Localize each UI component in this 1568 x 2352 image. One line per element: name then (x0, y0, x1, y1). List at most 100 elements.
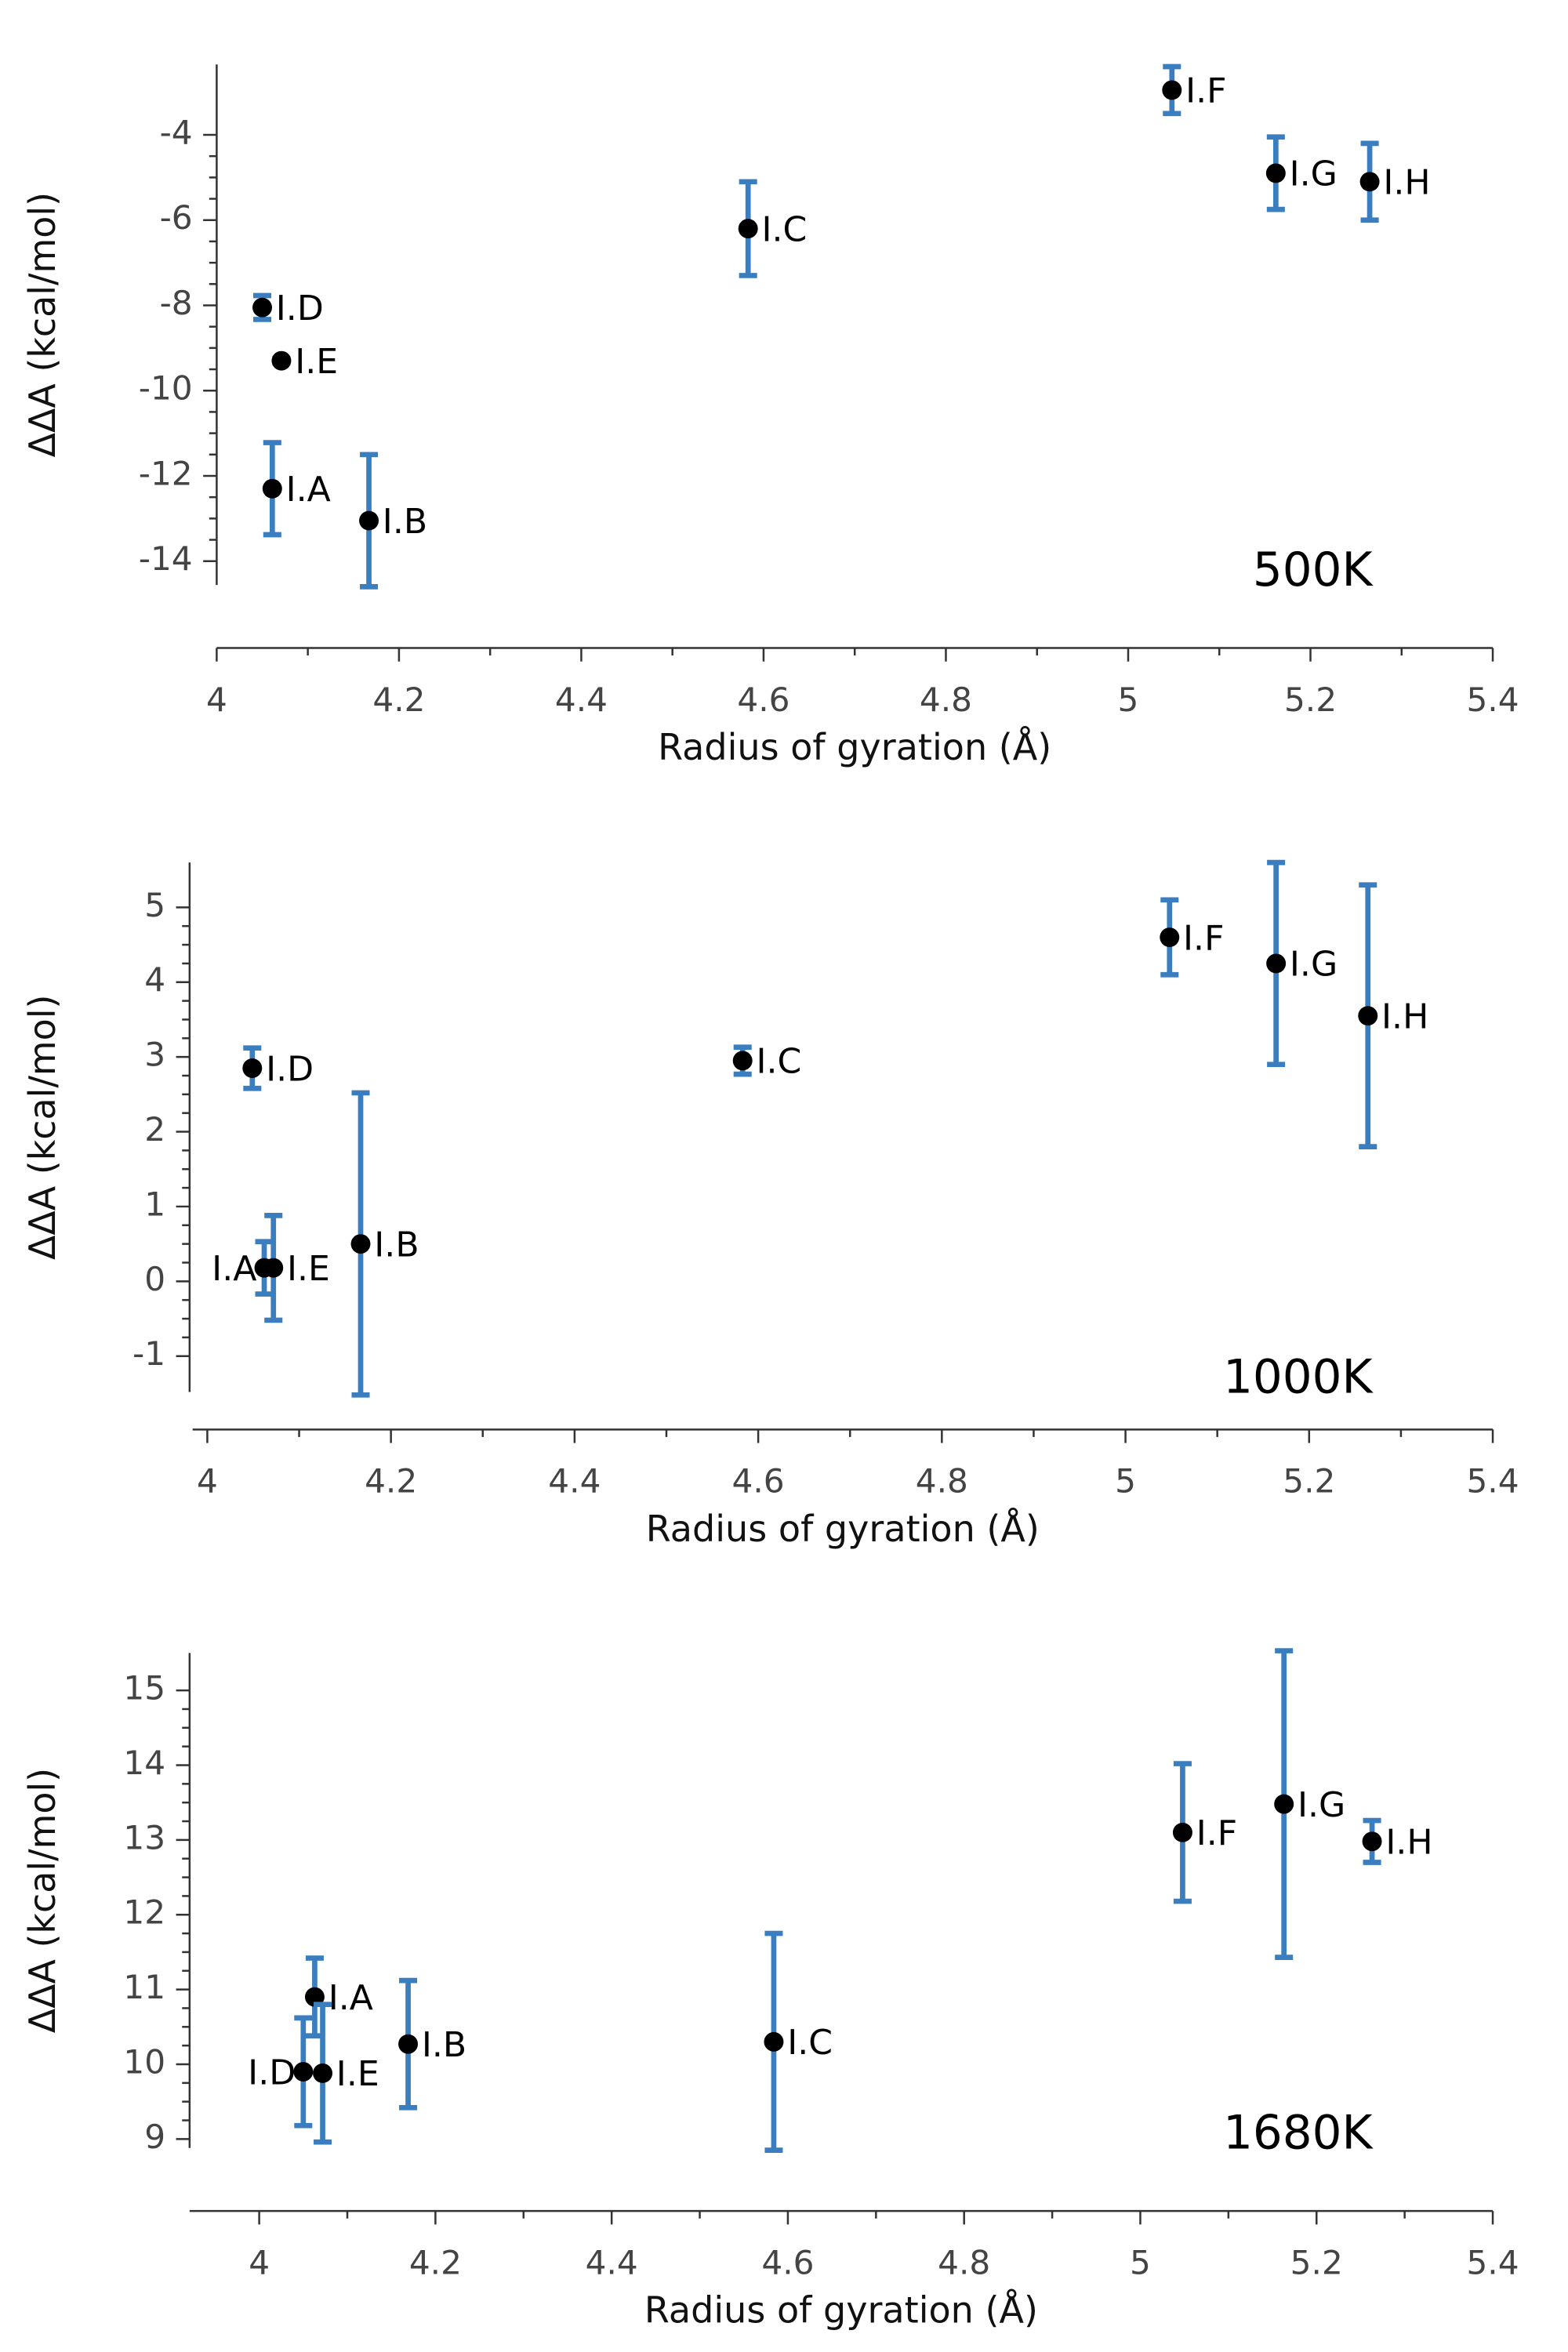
annotation: 500K (1253, 543, 1374, 597)
annotation: 1680K (1223, 2107, 1374, 2161)
point-label: I.F (1196, 1813, 1237, 1853)
point (252, 297, 272, 318)
point-label: I.C (787, 2023, 833, 2063)
point (313, 2063, 333, 2083)
point-label: I.G (1298, 1785, 1345, 1825)
x-tick-label: 4.4 (555, 681, 608, 719)
x-tick-label: 5.4 (1466, 681, 1519, 719)
point-label: I.B (383, 502, 427, 542)
point (1274, 1794, 1294, 1814)
point-label: I.F (1185, 71, 1226, 111)
x-tick-label: 4 (197, 1462, 218, 1501)
point-label: I.C (756, 1042, 801, 1082)
point (1160, 927, 1180, 947)
x-axis-label: Radius of gyration (Å) (644, 2289, 1038, 2332)
point-label: I.C (761, 209, 807, 249)
y-tick-label: 13 (123, 1818, 165, 1857)
point (732, 1051, 753, 1071)
point-label: I.A (212, 1249, 256, 1289)
point-label: I.F (1183, 918, 1224, 958)
point (1265, 163, 1286, 183)
y-tick-label: -8 (160, 284, 193, 322)
y-tick-label: -12 (139, 455, 193, 493)
y-tick-label: -6 (160, 198, 193, 237)
point (1172, 1822, 1192, 1842)
y-tick-label: -10 (139, 369, 193, 408)
y-tick-label: 2 (144, 1110, 165, 1149)
x-tick-label: 4.6 (737, 681, 789, 719)
y-tick-label: 0 (144, 1260, 165, 1298)
point-label: I.G (1290, 945, 1338, 985)
point (398, 2034, 419, 2054)
point (764, 2031, 784, 2052)
x-tick-label: 4.6 (732, 1462, 785, 1501)
point-label: I.B (374, 1225, 419, 1265)
x-tick-label: 5.2 (1283, 1462, 1335, 1501)
x-tick-label: 4.4 (548, 1462, 601, 1501)
x-tick-label: 4.8 (916, 1462, 968, 1501)
point-label: I.E (336, 2054, 379, 2094)
x-axis-label: Radius of gyration (Å) (646, 1508, 1040, 1550)
point-label: I.A (286, 470, 331, 510)
y-tick-label: 14 (123, 1744, 165, 1782)
point-label: I.A (328, 1978, 373, 2018)
x-axis-label: Radius of gyration (Å) (658, 726, 1051, 768)
point-label: I.H (1383, 163, 1430, 203)
x-tick-label: 4.2 (372, 681, 425, 719)
point-label: I.E (295, 342, 338, 382)
y-tick-label: -1 (132, 1334, 165, 1373)
x-tick-label: 5.4 (1466, 1462, 1519, 1501)
point (359, 510, 379, 531)
y-axis-label: ΔΔA (kcal/mol) (21, 192, 64, 457)
x-tick-label: 4.8 (920, 681, 972, 719)
y-tick-label: 10 (123, 2043, 165, 2082)
y-tick-label: 3 (144, 1036, 165, 1074)
x-tick-label: 5 (1130, 2244, 1151, 2282)
x-tick-label: 4.8 (938, 2244, 990, 2282)
x-tick-label: 4.2 (409, 2244, 462, 2282)
point (1266, 953, 1287, 974)
point-label: I.H (1385, 1823, 1432, 1863)
y-tick-label: 15 (123, 1669, 165, 1708)
y-tick-label: 12 (123, 1893, 165, 1932)
x-tick-label: 5.4 (1466, 2244, 1519, 2282)
y-axis-label: ΔΔA (kcal/mol) (21, 995, 64, 1260)
point (350, 1234, 371, 1254)
y-tick-label: 1 (144, 1185, 165, 1223)
x-tick-label: 4.6 (761, 2244, 814, 2282)
x-tick-label: 5 (1118, 681, 1139, 719)
point-label: I.D (248, 2053, 296, 2092)
point (271, 350, 292, 371)
point (1362, 1831, 1382, 1852)
point (1359, 172, 1380, 192)
point-label: I.E (287, 1249, 330, 1289)
y-axis-label: ΔΔA (kcal/mol) (21, 1768, 64, 2033)
y-tick-label: 4 (144, 960, 165, 999)
x-tick-label: 4.2 (365, 1462, 417, 1501)
x-tick-label: 4 (206, 681, 227, 719)
point (1162, 80, 1182, 100)
point (263, 1258, 284, 1278)
y-tick-label: 9 (144, 2118, 165, 2156)
x-tick-label: 4.4 (586, 2244, 638, 2282)
x-tick-label: 5.2 (1290, 2244, 1343, 2282)
point-label: I.B (422, 2025, 466, 2065)
x-tick-label: 5.2 (1284, 681, 1337, 719)
annotation: 1000K (1223, 1350, 1374, 1404)
y-tick-label: -14 (139, 539, 193, 578)
y-tick-label: 5 (144, 886, 165, 924)
x-tick-label: 5 (1115, 1462, 1136, 1501)
point-label: I.H (1381, 997, 1428, 1037)
point (262, 478, 282, 499)
point-label: I.G (1290, 154, 1338, 194)
x-tick-label: 4 (249, 2244, 270, 2282)
point (293, 2062, 314, 2082)
point-label: I.D (266, 1049, 314, 1089)
point-label: I.D (276, 289, 324, 328)
point (738, 219, 758, 239)
y-tick-label: -4 (160, 114, 193, 152)
y-tick-label: 11 (123, 1968, 165, 2006)
point (1358, 1006, 1378, 1026)
point (242, 1058, 263, 1078)
